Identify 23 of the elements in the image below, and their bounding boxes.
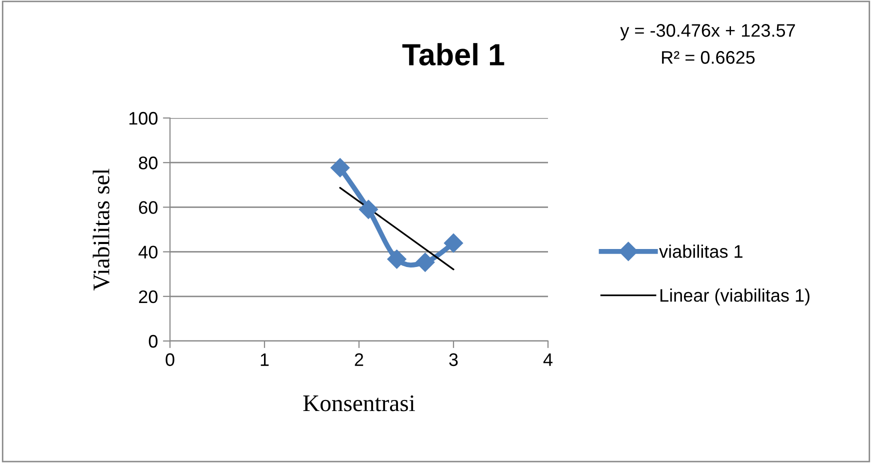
x-tick-label: 4: [543, 353, 552, 366]
point: [416, 252, 435, 272]
x-tick-label: 3: [449, 353, 458, 366]
y-axis-title: Viabilitas sel: [92, 168, 110, 290]
text: R² = 0.6625: [662, 51, 755, 64]
text: y = -30.476x + 123.57: [620, 24, 795, 40]
point: [330, 158, 350, 178]
point: [444, 234, 464, 253]
legend-label: Linear (viabilitas 1): [660, 288, 810, 306]
y-tick-label: 40: [138, 246, 158, 259]
point: [387, 250, 406, 269]
y-tick-label: 100: [129, 112, 158, 125]
y-tick-label: 60: [139, 201, 158, 214]
x-tick-label: 2: [354, 353, 364, 366]
y-tick-label: 0: [148, 334, 158, 348]
y-tick-label: 20: [139, 290, 158, 304]
y-tick-label: 80: [138, 156, 158, 170]
x-tick-label: 1: [260, 353, 269, 366]
legend-label: viabilitas 1: [659, 244, 742, 258]
x-axis-title: Konsentrasi: [303, 395, 415, 412]
point: [358, 200, 378, 219]
x-tick-label: 0: [166, 353, 174, 366]
chart-title: Tabel 1: [402, 43, 504, 66]
